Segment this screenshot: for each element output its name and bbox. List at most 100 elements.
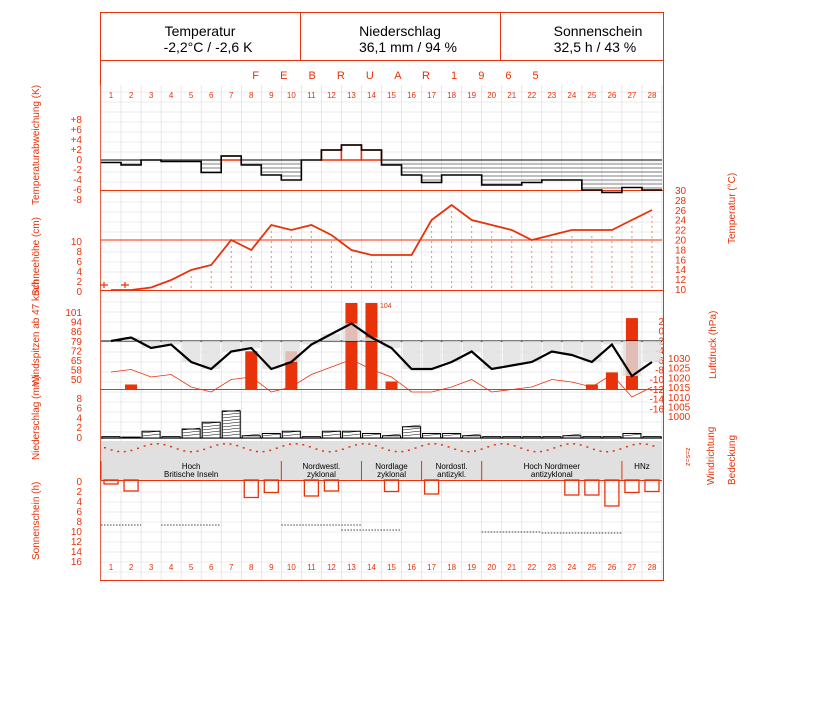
snow-fill-dot [551,281,553,283]
snow-fill-dot [310,261,312,263]
snow-tick: 4 [76,267,82,278]
cloud-cover-dot [394,450,397,453]
snow-fill-dot [330,266,333,268]
temperature-tick: 30 [675,186,687,197]
snow-fill-dot [430,271,433,273]
cloud-cover-dot [143,445,146,447]
snow-fill-dot [210,271,212,273]
cloud-cover-dot [196,450,199,452]
snow-fill-dot [350,266,353,268]
snow-fill-dot [631,271,633,273]
snow-fill-dot [210,276,212,278]
temp-deviation-bar [422,160,442,183]
cloud-cover-dot [156,443,159,445]
snow-fill-dot [451,261,453,263]
day-labels-top: 1 2 3 4 5 6 7 8 9 10 11 12 13 14 15 16 17 18 19 20 21 22 23 24 2… [109,91,657,100]
day-label: 4 [169,91,174,100]
snow-fill-dot [591,246,593,248]
cloud-cover-dot [335,450,338,452]
precip-bar [562,435,582,439]
snow-fill-dot [551,271,553,273]
snow-fill-dot [230,256,232,258]
temp-deviation-bar [341,145,362,160]
snow-fill-dot [511,281,513,283]
snow-fill-dot [410,261,413,263]
precip-hatch [222,433,241,437]
snow-fill-dot [631,286,633,288]
weather-band [101,441,662,461]
precip-hatch [202,424,221,428]
snow-fill-dot [611,236,613,238]
snow-fill-dot [190,281,192,283]
sunshine-tick: 16 [71,557,83,568]
snow-fill-dot [471,266,473,268]
precip-hatch [222,424,241,428]
snow-fill-dot [491,276,493,278]
snow-fill-dot [250,281,252,283]
cloud-cover-dot [209,446,212,448]
snow-fill-dot [410,281,413,283]
wind-gust-bar [365,303,378,389]
snow-fill-dot [270,246,272,248]
snow-fill-dot [631,281,633,283]
precip-hatch [462,433,481,437]
sunshine-bar [263,479,279,494]
snow-fill-dot [370,261,373,263]
snow-fill-dot [591,256,593,258]
pressure-tick: 1000 [668,412,691,423]
pressure-tick: 1025 [668,364,691,375]
snow-fill-dot [471,226,473,228]
pressure-shade [122,337,141,341]
day-label: 14 [367,91,376,100]
weather-type-line1: Nordwestl. [302,462,340,471]
snow-fill-dot [170,286,172,288]
snow-fill-dot [531,256,533,258]
snow-fill-dot [451,276,453,278]
cloud-cover-dot [447,446,450,448]
snow-fill-dot [591,276,593,278]
snow-fill-dot [451,246,453,248]
snow-fill-dot [270,276,272,278]
snow-fill-dot [551,241,553,243]
cloud-cover-dot [275,447,278,449]
cloud-cover-dot [302,443,305,446]
weather-type-line2: Britische Inseln [164,470,218,479]
precip-hatch [202,421,221,425]
cloud-cover-dot [566,443,569,445]
precip-bar [542,436,562,439]
pressure-shade [462,341,481,352]
snow-fill-dot [591,286,593,288]
snow-fill-dot [451,241,453,243]
snow-fill-dot [310,271,312,273]
precip-bar [161,436,181,439]
snow-fill-dot [651,281,653,283]
temp-deviation-line [101,144,662,194]
day-label: 17 [427,91,436,100]
snow-fill-dot [370,276,373,278]
snow-fill-dot [430,281,433,283]
sunshine-tick: 6 [76,507,82,518]
snow-fill-dot [551,256,553,258]
snow-fill-dot [290,271,292,273]
temp-deviation-tick: 0 [76,155,82,166]
snow-fill-dot [531,246,533,248]
cloud-cover-dot [513,445,516,447]
temperature-tick: 14 [675,265,687,276]
day-label: 20 [487,91,496,100]
snow-fill-dot [571,246,573,248]
snow-tick: 8 [76,247,82,258]
cloud-cover-dot [328,450,331,453]
snow-fill-dot [551,276,553,278]
snow-fill-dot [611,286,613,288]
cloud-cover-dot [427,443,430,445]
snow-fill-dot [350,271,353,273]
snow-fill-dot [290,261,292,263]
snow-fill-dot [531,271,533,273]
cloud-cover-dot [520,447,523,449]
pressure-tick: 1030 [668,354,691,365]
temp-deviation-bar [562,160,582,180]
day-label: 12 [327,563,336,572]
snow-fill-dot [551,286,553,288]
cloud-cover-dot [507,443,510,445]
